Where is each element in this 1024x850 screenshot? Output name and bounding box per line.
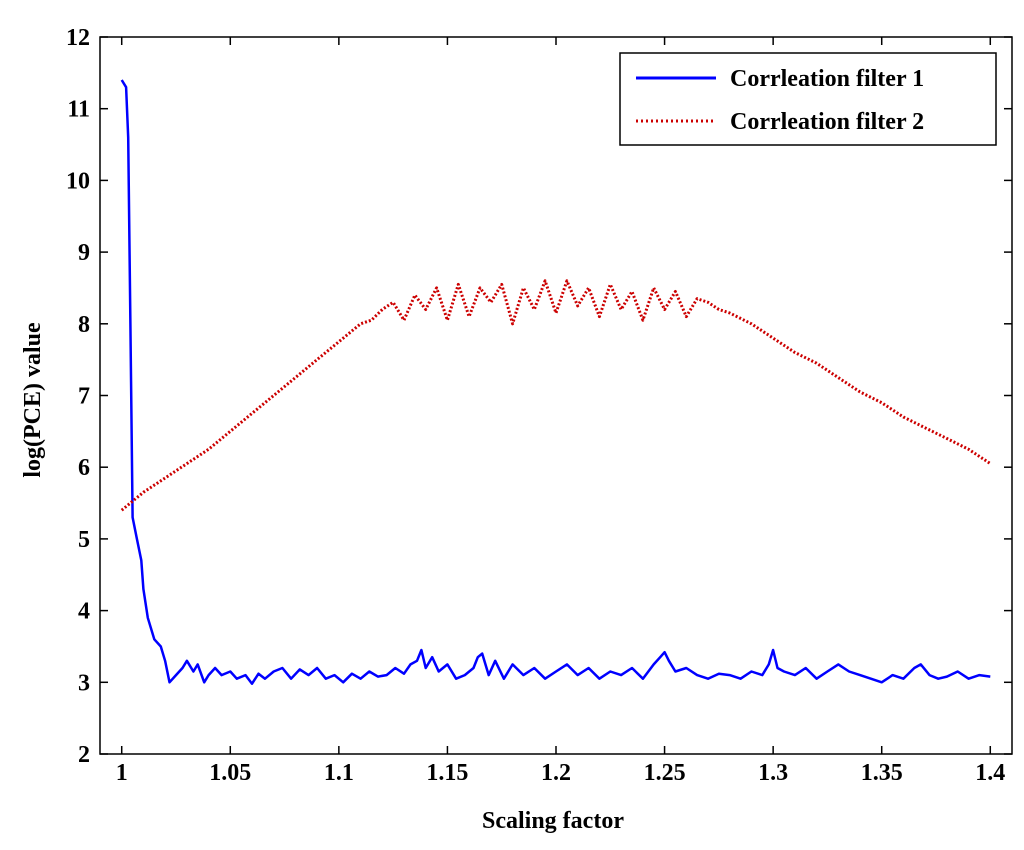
- y-tick-label: 11: [67, 97, 90, 123]
- y-tick-label: 8: [78, 312, 90, 338]
- x-tick-label: 1.35: [861, 760, 903, 786]
- y-tick-label: 7: [78, 384, 90, 410]
- series-layer: [120, 79, 992, 685]
- y-tick-label: 4: [78, 599, 90, 625]
- y-axis: 2 3 4 5 6 7 8 9 10 11 12: [66, 25, 1012, 768]
- x-tick-label: 1: [116, 760, 128, 786]
- x-tick-label: 1.2: [541, 760, 571, 786]
- y-tick-label: 10: [66, 168, 90, 194]
- x-axis-title: Scaling factor: [482, 808, 624, 834]
- x-tick-label: 1.25: [644, 760, 686, 786]
- y-tick-label: 2: [78, 742, 90, 768]
- x-tick-label: 1.15: [426, 760, 468, 786]
- legend: Corrleation filter 1 Corrleation filter …: [619, 52, 997, 146]
- x-tick-label: 1.4: [975, 760, 1005, 786]
- y-tick-label: 9: [78, 240, 90, 266]
- y-tick-label: 3: [78, 670, 90, 696]
- x-axis: 1 1.05 1.1 1.15 1.2 1.25 1.3 1.35 1.4: [116, 37, 1005, 786]
- x-tick-label: 1.05: [209, 760, 251, 786]
- y-tick-label: 5: [78, 527, 90, 553]
- x-tick-label: 1.1: [324, 760, 354, 786]
- legend-box: [619, 52, 997, 146]
- series-line-1: [120, 79, 991, 685]
- y-axis-title: log(PCE) value: [20, 322, 46, 478]
- legend-label-filter-1: Corrleation filter 1: [730, 66, 924, 92]
- legend-label-filter-2: Corrleation filter 2: [730, 109, 924, 135]
- y-tick-label: 12: [66, 25, 90, 51]
- x-tick-label: 1.3: [758, 760, 788, 786]
- plot-area: [99, 36, 1013, 755]
- series-line-2: [120, 279, 992, 512]
- y-tick-label: 6: [78, 455, 90, 481]
